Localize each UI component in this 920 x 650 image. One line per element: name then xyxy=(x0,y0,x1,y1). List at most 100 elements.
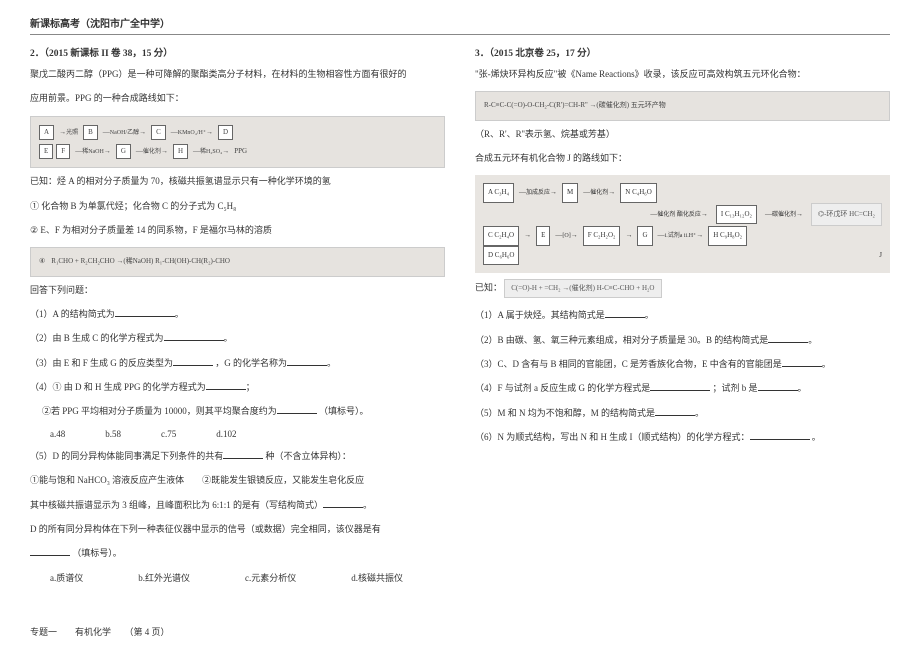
blank xyxy=(650,381,710,391)
q3-2: （2）B 由碳、氢、氧三种元素组成，相对分子质量是 30。B 的结构简式是。 xyxy=(475,333,890,347)
known-formula: C(=O)-H + =CH₂ →(催化剂) H-C≡C-CHO + H₂O xyxy=(504,279,661,298)
arrow: —稀H₂SO₄→ xyxy=(191,146,231,158)
q2-cond4-box: ④ R₁CHO + R₂CH₂CHO →(稀NaOH) R₁-CH(OH)-CH… xyxy=(30,247,445,276)
q3-1: （1）A 属于炔烃。其结构简式是。 xyxy=(475,308,890,322)
node-d3: D C₆H₆O xyxy=(483,246,519,265)
page-footer: 专题一 有机化学 （第 4 页） xyxy=(30,625,170,638)
q3-known: 已知： C(=O)-H + =CH₂ →(催化剂) H-C≡C-CHO + H₂… xyxy=(475,279,890,298)
q3-1-text: （1）A 属于炔烃。其结构简式是 xyxy=(475,310,605,320)
cond4-label: ④ xyxy=(39,256,45,267)
q3-6: （6）N 为顺式结构，写出 N 和 H 生成 I（顺式结构）的化学方程式： 。 xyxy=(475,430,890,444)
node-a: A xyxy=(39,125,54,140)
node-c3: C C₂H₄O xyxy=(483,226,519,245)
arrow: → xyxy=(522,228,533,243)
q2-4b-text: ②若 PPG 平均相对分子质量为 10000，则其平均聚合度约为 xyxy=(42,406,277,416)
node-e3: E xyxy=(536,226,550,245)
opt2-d: d.核磁共振仪 xyxy=(351,571,403,584)
product-j-label: J xyxy=(879,248,882,263)
suffix: 。 xyxy=(812,432,821,442)
arrow: —KMnO₄/H⁺→ xyxy=(169,127,215,139)
opt-a: a.48 xyxy=(50,429,65,439)
blank xyxy=(605,308,645,318)
q2-5-text: （5）D 的同分异构体能同事满足下列条件的共有 xyxy=(30,451,223,461)
opt2-a: a.质谱仪 xyxy=(50,571,83,584)
arrow: —碳催化剂→ xyxy=(763,207,805,222)
q3-5-text: （5）M 和 N 均为不饱和醇，M 的结构简式是 xyxy=(475,408,655,418)
blank xyxy=(164,331,224,341)
q2-cond2: ② E、F 为相对分子质量差 14 的同系物，F 是福尔马林的溶质 xyxy=(30,223,445,237)
q3-scheme: A C₃H₄ —加成反应→ M —催化剂→ N C₄H₆O —催化剂 酯化反应→… xyxy=(475,175,890,273)
product-ppg: PPG xyxy=(234,146,247,157)
q2-5b: 其中核磁共振谱显示为 3 组峰，且峰面积比为 6:1:1 的是有（写结构简式）。 xyxy=(30,498,445,512)
content-columns: 2．（2015 新课标 II 卷 38，15 分） 聚戊二酸丙二醇（PPG）是一… xyxy=(30,45,890,594)
arrow: —NaOH/乙醇→ xyxy=(101,127,148,139)
q2-scheme: A →光照 B —NaOH/乙醇→ C —KMnO₄/H⁺→ D E F —稀N… xyxy=(30,116,445,168)
q2-5c: D 的所有同分异构体在下列一种表征仪器中显示的信号（或数据）完全相同，该仪器是有 xyxy=(30,522,445,536)
q2-3: （3）由 E 和 F 生成 G 的反应类型为 ，G 的化学名称为。 xyxy=(30,356,445,370)
blank xyxy=(287,356,327,366)
q3-2-text: （2）B 由碳、氢、氧三种元素组成，相对分子质量是 30。B 的结构简式是 xyxy=(475,335,768,345)
q3-3-text: （3）C、D 含有与 B 相同的官能团，C 是芳香族化合物，E 中含有的官能团是 xyxy=(475,359,782,369)
blank xyxy=(277,404,317,414)
q2-intro2: 应用前景。PPG 的一种合成路线如下： xyxy=(30,91,445,105)
blank xyxy=(173,356,213,366)
q2-4a: （4）① 由 D 和 H 生成 PPG 的化学方程式为 xyxy=(30,382,206,392)
q3-4a-text: （4）F 与试剂 a 反应生成 G 的化学方程式是 xyxy=(475,383,650,393)
q2-1-text: （1）A 的结构简式为 xyxy=(30,309,115,319)
arrow: —催化剂→ xyxy=(581,185,617,200)
q2-5-suffix: 种（不含立体异构）： xyxy=(266,451,352,461)
q2-prompt: 回答下列问题： xyxy=(30,283,445,297)
q2-options2: a.质谱仪 b.红外光谱仪 c.元素分析仪 d.核磁共振仪 xyxy=(50,571,445,584)
q2-5d: （填标号）。 xyxy=(30,546,445,560)
page-header: 新课标高考（沈阳市广全中学） xyxy=(30,15,890,35)
q3-4: （4）F 与试剂 a 反应生成 G 的化学方程式是 ；试剂 b 是。 xyxy=(475,381,890,395)
node-b: B xyxy=(83,125,98,140)
q3-title: 3．（2015 北京卷 25，17 分） xyxy=(475,45,890,59)
q2-3b: ，G 的化学名称为 xyxy=(215,358,287,368)
reaction-formula: R-C≡C-C(=O)-O-CH₂-C(R')=CH-R'' →(碳催化剂) 五… xyxy=(484,101,666,109)
node-f3: F C₂H₂O₂ xyxy=(583,226,621,245)
known-label: 已知： xyxy=(475,283,502,293)
node-a3: A C₃H₄ xyxy=(483,183,514,202)
node-g3: G xyxy=(637,226,652,245)
node-m: M xyxy=(562,183,578,202)
blank xyxy=(758,381,798,391)
q2-5: （5）D 的同分异构体能同事满足下列条件的共有 种（不含立体异构）： xyxy=(30,449,445,463)
opt2-b: b.红外光谱仪 xyxy=(138,571,190,584)
opt-c: c.75 xyxy=(161,429,176,439)
blank xyxy=(115,307,175,317)
opt2-c: c.元素分析仪 xyxy=(245,571,296,584)
blank xyxy=(655,406,695,416)
q2-2-text: （2）由 B 生成 C 的化学方程式为 xyxy=(30,333,164,343)
q2-1: （1）A 的结构简式为。 xyxy=(30,307,445,321)
node-f: F xyxy=(56,144,70,159)
q3-6-text: （6）N 为顺式结构，写出 N 和 H 生成 I（顺式结构）的化学方程式： xyxy=(475,432,750,442)
arrow: —加成反应→ xyxy=(517,185,559,200)
q3-note: （R、R'、R''表示氢、烷基或芳基） xyxy=(475,127,890,141)
blank xyxy=(768,333,808,343)
blank xyxy=(750,430,810,440)
arrow: → xyxy=(623,228,634,243)
blank xyxy=(206,380,246,390)
blank xyxy=(323,498,363,508)
q3-3: （3）C、D 含有与 B 相同的官能团，C 是芳香族化合物，E 中含有的官能团是… xyxy=(475,357,890,371)
arrow: →光照 xyxy=(57,127,80,139)
q2-3a: （3）由 E 和 F 生成 G 的反应类型为 xyxy=(30,358,173,368)
product-j-struct: ⌬-环戊环 HC=CH₂ xyxy=(811,203,882,226)
q2-4b-suffix: （填标号）。 xyxy=(319,406,369,416)
q3-reaction: R-C≡C-C(=O)-O-CH₂-C(R')=CH-R'' →(碳催化剂) 五… xyxy=(475,91,890,120)
blank xyxy=(30,546,70,556)
node-h: H xyxy=(173,144,188,159)
q2-5a: ①能与饱和 NaHCO₃ 溶液反应产生液体 ②既能发生银镜反应，又能发生皂化反应 xyxy=(30,473,445,487)
q2-options: a.48 b.58 c.75 d.102 xyxy=(50,429,445,439)
blank xyxy=(782,357,822,367)
q2-4: （4）① 由 D 和 H 生成 PPG 的化学方程式为； xyxy=(30,380,445,394)
node-h3: H C₉H₈O₂ xyxy=(708,226,747,245)
opt-d: d.102 xyxy=(216,429,236,439)
opt-b: b.58 xyxy=(105,429,121,439)
left-column: 2．（2015 新课标 II 卷 38，15 分） 聚戊二酸丙二醇（PPG）是一… xyxy=(30,45,445,594)
right-column: 3．（2015 北京卷 25，17 分） "张-烯炔环异构反应"被《Name R… xyxy=(475,45,890,594)
cond4-formula: R₁CHO + R₂CH₂CHO →(稀NaOH) R₁-CH(OH)-CH(R… xyxy=(51,256,230,267)
arrow: —催化剂 酯化反应→ xyxy=(648,207,710,222)
q3-synth-intro: 合成五元环有机化合物 J 的路线如下： xyxy=(475,151,890,165)
